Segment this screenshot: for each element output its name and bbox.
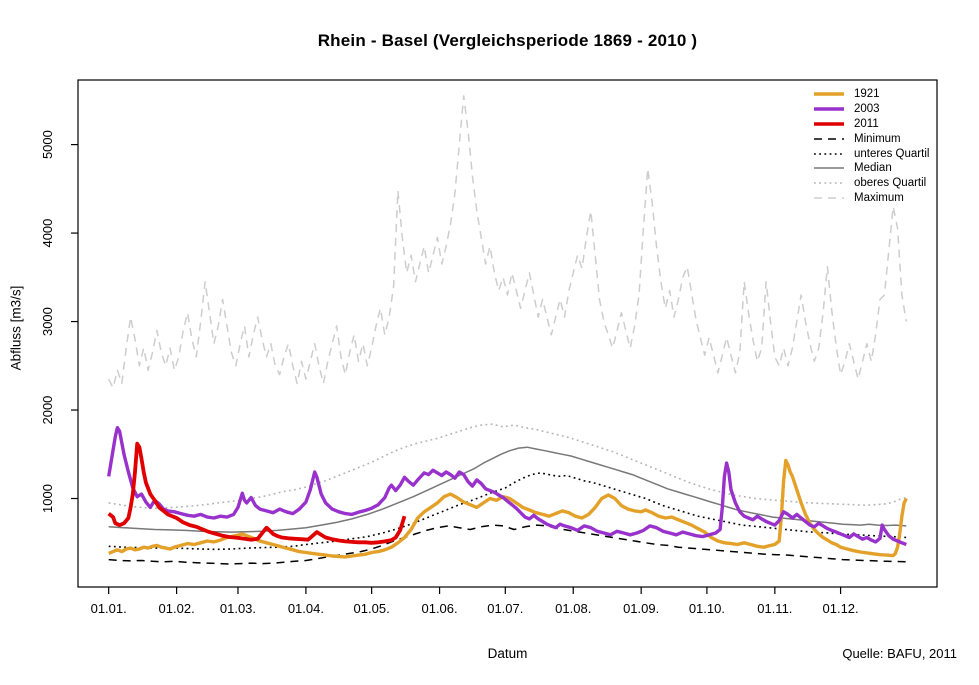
x-tick-label: 01.11.	[757, 601, 792, 616]
legend-item-1921: 1921	[813, 87, 929, 102]
legend-label: 1921	[854, 88, 880, 101]
legend-swatch-minimum-line	[814, 138, 844, 140]
series-2011-line	[107, 441, 407, 545]
y-tick-label: 3000	[40, 307, 55, 336]
x-tick-label: 01.04.	[288, 601, 324, 616]
legend-swatch-1921-line	[814, 92, 844, 97]
y-tick-label: 2000	[40, 396, 55, 425]
legend-item-unteres-quartil: unteres Quartil	[813, 146, 929, 161]
series-median-line	[108, 446, 907, 533]
x-tick-label: 01.05.	[354, 601, 390, 616]
legend-label: Maximum	[854, 191, 904, 204]
legend-swatch-maximum-line	[814, 197, 844, 199]
y-axis-label: Abfluss [m3/s]	[8, 285, 24, 371]
x-tick-label: 01.06.	[421, 601, 457, 616]
y-tick-label: 4000	[40, 219, 55, 248]
legend-label: 2003	[854, 103, 880, 116]
legend-swatch-2011-line	[814, 122, 844, 126]
legend-item-2011: 2011	[813, 117, 929, 132]
legend-label: unteres Quartil	[854, 147, 930, 160]
x-tick-label: 01.10.	[689, 601, 725, 616]
legend-label: 2011	[854, 117, 879, 130]
x-tick-label: 01.07.	[487, 601, 523, 616]
legend-item-median: Median	[813, 161, 929, 176]
y-tick-label: 1000	[40, 484, 55, 513]
series-maximum-line	[108, 95, 908, 389]
legend-item-oberes-quartil: oberes Quartil	[813, 176, 929, 191]
legend-label: Median	[854, 162, 892, 175]
chart-title: Rhein - Basel (Vergleichsperiode 1869 - …	[317, 31, 698, 50]
x-tick-label: 01.02.	[159, 601, 195, 616]
plot-frame	[77, 79, 938, 588]
x-axis-label: Datum	[487, 646, 528, 661]
source-note: Quelle: BAFU, 2011	[842, 646, 957, 661]
legend-label: Minimum	[854, 132, 901, 145]
series-minimum-line	[108, 524, 907, 565]
y-tick-label: 5000	[40, 130, 55, 159]
legend-item-2003: 2003	[813, 102, 929, 117]
legend-swatch-unteres-quartil-line	[814, 152, 844, 155]
legend-label: oberes Quartil	[854, 177, 927, 190]
legend: 1921 2003 2011 Minimum unteres Quartil Median…	[813, 87, 929, 205]
x-tick-label: 01.09.	[623, 601, 659, 616]
x-tick-label: 01.01.	[91, 601, 127, 616]
x-tick-label: 01.03.	[220, 601, 256, 616]
x-tick-label: 01.12.	[823, 601, 859, 616]
legend-swatch-median-line	[814, 167, 844, 170]
legend-swatch-oberes-quartil-line	[814, 182, 844, 184]
series-1921-line	[108, 458, 908, 559]
legend-item-maximum: Maximum	[813, 191, 929, 206]
legend-swatch-2003-line	[814, 107, 844, 111]
legend-item-minimum: Minimum	[813, 131, 929, 146]
x-tick-label: 01.08.	[555, 601, 591, 616]
series-2003-line	[107, 426, 907, 547]
